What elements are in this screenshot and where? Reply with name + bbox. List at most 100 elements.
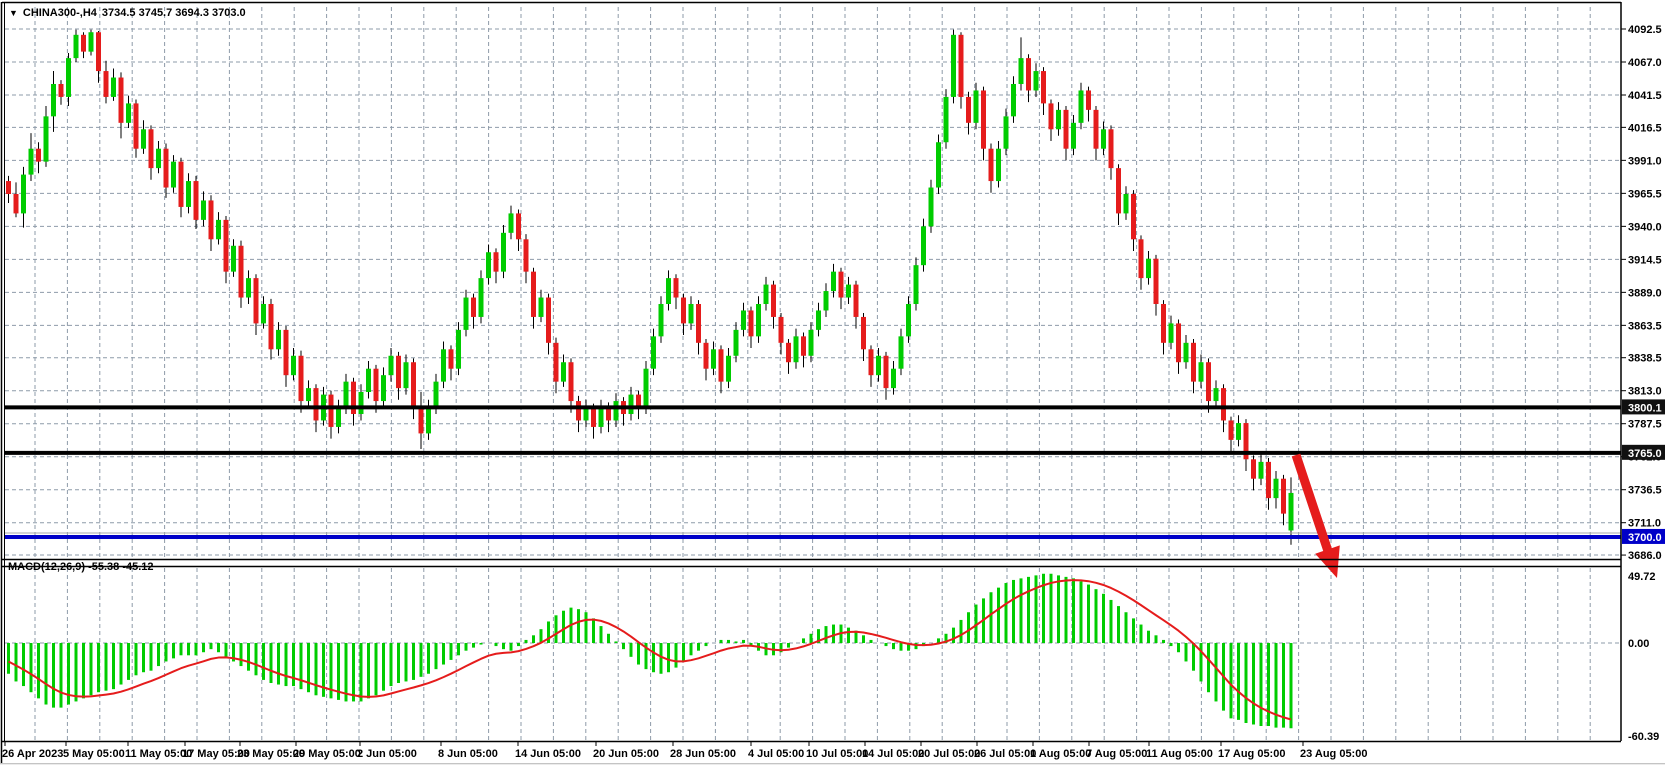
candle-body: [673, 278, 679, 298]
candle-body: [823, 291, 829, 311]
candle-body: [1071, 122, 1076, 149]
candle-body: [1243, 423, 1249, 460]
time-tick-label: 4 Jul 05:00: [748, 748, 804, 760]
price-tick-label: 4067.0: [1628, 57, 1662, 69]
candle-body: [238, 245, 244, 298]
candle-body: [891, 368, 896, 389]
candle-body: [253, 278, 259, 324]
symbol-timeframe-label: CHINA300-,H4: [22, 7, 97, 19]
symbol-dropdown-icon[interactable]: ▼: [9, 7, 18, 18]
price-tick-label: 3914.5: [1628, 254, 1662, 266]
candle-body: [193, 181, 199, 220]
candle-body: [786, 342, 791, 363]
candle-body: [1018, 58, 1024, 84]
grid-layer: [5, 7, 1621, 741]
candle-body: [1048, 103, 1054, 130]
candle-body: [1131, 194, 1136, 240]
candle-body: [1161, 304, 1166, 343]
time-tick-label: 5 May 05:00: [63, 748, 125, 760]
candle-body: [726, 355, 731, 382]
candle-body: [763, 284, 769, 304]
time-tick-label: 28 Jun 05:00: [670, 748, 736, 760]
candle-body: [1026, 58, 1031, 91]
candle-body: [861, 316, 866, 350]
candle-body: [403, 362, 409, 389]
ohlc-readout: 3734.5 3745.7 3694.3 3703.0: [101, 7, 246, 19]
time-tick-label: 23 May 05:00: [237, 748, 305, 760]
svg-text:3800.1: 3800.1: [1628, 402, 1662, 414]
candle-body: [171, 161, 176, 188]
candle-body: [1116, 168, 1121, 214]
candle-body: [808, 329, 814, 356]
candle-body: [1258, 461, 1264, 479]
candle-body: [988, 148, 994, 182]
candle-body: [718, 349, 724, 382]
candle-body: [681, 297, 686, 324]
candle-body: [306, 388, 311, 402]
candle-body: [51, 84, 56, 117]
candle-body: [441, 349, 446, 382]
candle-body: [688, 304, 694, 324]
trend-arrow[interactable]: [1291, 453, 1340, 578]
candle-body: [283, 329, 289, 376]
candle-body: [1288, 492, 1294, 531]
candle-body: [733, 329, 739, 356]
candle-body: [276, 329, 281, 350]
chart-title: ▼ CHINA300-,H4 3734.5 3745.7 3694.3 3703…: [9, 7, 246, 19]
candle-body: [103, 71, 109, 97]
price-tick-label: 4041.5: [1628, 90, 1662, 102]
price-tick-label: 3965.5: [1628, 188, 1662, 200]
candle-body: [1033, 71, 1039, 91]
candle-body: [1266, 461, 1271, 499]
candle-body: [1221, 388, 1226, 421]
candle-body: [816, 310, 821, 330]
price-tick-label: 3686.0: [1628, 550, 1662, 562]
candle-body: [1101, 129, 1106, 149]
candle-body: [696, 304, 701, 343]
candle-body: [583, 407, 589, 421]
candle-body: [958, 34, 964, 97]
candle-body: [666, 278, 671, 304]
time-tick-label: 20 Jun 05:00: [593, 748, 659, 760]
candle-body: [538, 297, 544, 317]
time-tick-label: 1 Aug 05:00: [1030, 748, 1091, 760]
svg-text:3700.0: 3700.0: [1628, 532, 1662, 544]
candle-body: [493, 252, 499, 272]
candle-body: [471, 297, 476, 317]
candle-body: [1228, 420, 1234, 440]
candle-body: [756, 304, 761, 337]
candle-body: [778, 316, 784, 343]
price-tick-label: 4016.5: [1628, 122, 1662, 134]
candle-body: [508, 213, 514, 233]
candle-body: [111, 77, 116, 97]
candle-body: [501, 232, 506, 272]
candle-body: [418, 407, 424, 434]
candle-body: [951, 34, 956, 97]
candle-body: [381, 375, 386, 402]
candle-body: [613, 401, 619, 421]
svg-text:3765.0: 3765.0: [1628, 448, 1662, 460]
candle-body: [1153, 258, 1159, 304]
candle-body: [1138, 239, 1144, 279]
candle-body: [456, 329, 461, 369]
price-axis[interactable]: 4092.5 4067.0 4041.5 4016.5 3991.0 3965.5 3940…: [1621, 24, 1662, 743]
candle-body: [1168, 323, 1174, 343]
candle-body: [1123, 194, 1129, 214]
down-arrow-annotation: [1291, 453, 1340, 578]
candle-body: [1146, 258, 1151, 279]
candle-body: [711, 349, 716, 369]
candle-body: [178, 161, 184, 207]
candle-body: [298, 355, 304, 402]
candles-layer[interactable]: [6, 29, 1294, 545]
level-lines-layer[interactable]: [5, 405, 1621, 539]
candle-body: [1041, 71, 1046, 104]
candle-body: [1251, 459, 1256, 479]
candle-body: [658, 304, 664, 337]
candle-body: [448, 349, 454, 369]
macd-indicator-label: MACD(12,26,9) -55.38 -45.12: [8, 561, 154, 573]
candle-body: [876, 355, 881, 376]
candle-body: [1176, 323, 1181, 363]
candle-body: [1191, 342, 1196, 382]
